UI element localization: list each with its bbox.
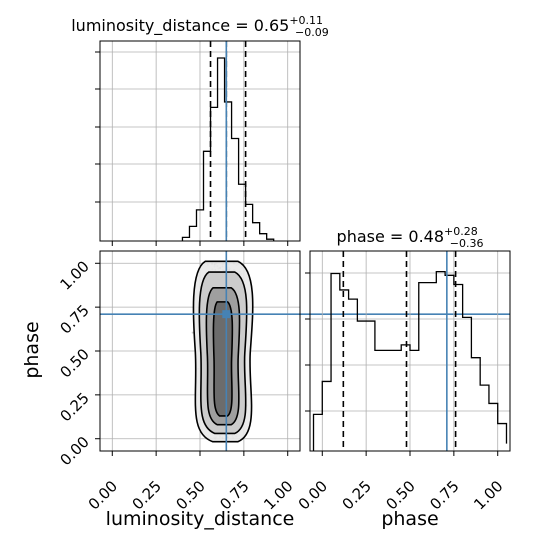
phase-marginal-bin-21: [498, 424, 507, 451]
phase-marginal-xtick-label-0: 0.00: [295, 477, 331, 513]
phase-marginal-bin-5: [357, 321, 366, 451]
phase-title-prefix: phase =: [337, 227, 409, 246]
phase-marginal-bin-14: [436, 272, 445, 451]
ld-marginal-bin-9: [246, 204, 253, 241]
phase-marginal-bin-9: [392, 350, 401, 451]
phase-marginal-bin-11: [410, 350, 419, 451]
phase-marginal-bin-20: [489, 403, 498, 451]
joint-density-panel: 0.000.250.500.751.000.00 0.25 0.50 0.75 1.00: [56, 250, 510, 513]
luminosity-distance-title-upper: +0.11: [289, 14, 323, 27]
phase-marginal-bin-2: [331, 273, 340, 451]
phase-marginal-bin-17: [463, 317, 472, 451]
phase-marginal-bin-7: [375, 350, 384, 451]
phase-marginal-histogram-outline: [312, 271, 508, 451]
ld-marginal-bin-1: [189, 226, 196, 241]
phase-marginal-bin-8: [384, 350, 393, 451]
phase-marginal-bin-13: [428, 283, 437, 451]
x-axis-label-phase: phase: [381, 508, 438, 530]
y-axis-label-phase: phase: [21, 321, 43, 378]
phase-marginal-bin-0: [314, 414, 323, 451]
phase-marginal-xtick-label-4: 1.00: [470, 477, 506, 513]
phase-marginal-bin-4: [349, 299, 358, 451]
ld-marginal-bin-3: [204, 151, 211, 241]
joint-truth-marker: [222, 310, 231, 319]
joint-ytick-label-1: 0.25: [56, 389, 92, 425]
phase-marginal-bin-1: [322, 381, 331, 451]
luminosity-distance-title-lower: −0.09: [295, 26, 329, 39]
luminosity-distance-title: luminosity_distance = 0.65+0.11 −0.09: [71, 14, 329, 39]
joint-ytick-label-4: 1.00: [56, 257, 92, 293]
ld-marginal-bin-10: [253, 223, 260, 241]
contour-level-3: [212, 301, 234, 417]
phase-marginal-bin-18: [471, 358, 480, 451]
phase-marginal-bin-6: [366, 321, 375, 451]
luminosity-distance-title-prefix: luminosity_distance =: [71, 16, 253, 36]
joint-frame: [99, 250, 301, 452]
x-axis-label-luminosity-distance: luminosity_distance: [106, 508, 295, 530]
ld-marginal-histogram-outline: [181, 57, 275, 241]
scatter-point: [191, 331, 194, 334]
phase-marginal-xtick-label-1: 0.25: [339, 477, 375, 513]
phase-title-upper: +0.28: [444, 225, 478, 238]
joint-ytick-label-0: 0.00: [56, 433, 92, 469]
phase-title-lower: −0.36: [450, 237, 484, 250]
ld-marginal-bin-5: [218, 58, 225, 241]
phase-title: phase = 0.48+0.28 −0.36: [337, 225, 484, 250]
phase-marginal-panel: 0.00 0.25 0.50 0.75 1.00: [295, 250, 511, 513]
ld-marginal-bin-8: [239, 184, 246, 241]
phase-title-median: 0.48: [408, 227, 444, 246]
ld-marginal-bin-7: [232, 139, 239, 241]
phase-marginal-bin-10: [401, 345, 410, 451]
ld-marginal-bin-4: [211, 107, 218, 241]
joint-ytick-label-3: 0.75: [56, 301, 92, 337]
phase-marginal-bin-19: [480, 385, 489, 451]
luminosity-distance-title-median: 0.65: [254, 16, 290, 35]
ld-marginal-bin-11: [260, 234, 267, 241]
luminosity-distance-marginal-panel: [95, 40, 301, 246]
phase-marginal-bin-12: [419, 283, 428, 451]
joint-ytick-label-2: 0.50: [56, 345, 92, 381]
